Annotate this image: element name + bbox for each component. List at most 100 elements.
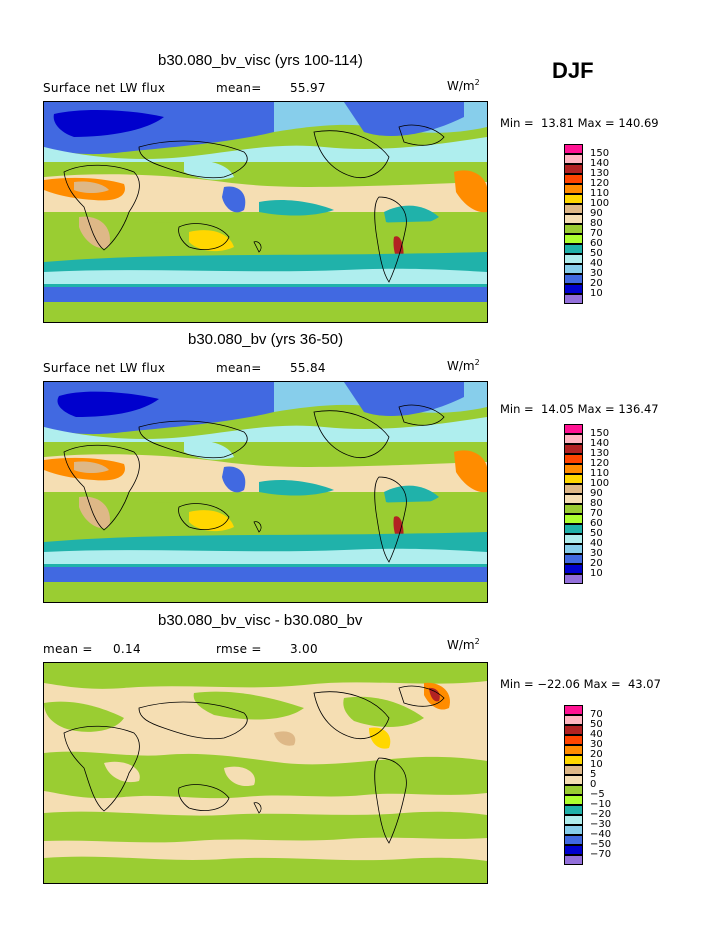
panel-2-min-label: Min = [500,402,534,416]
colorbar-swatch [564,234,583,244]
panel-3-colorbar-label: 70 [590,709,603,720]
colorbar-swatch [564,184,583,194]
panel-2-colorbar-label: 110 [590,468,610,479]
colorbar-swatch [564,785,583,795]
panel-3-max-value: 43.07 [627,677,661,691]
panel-1-min-value: 13.81 [541,116,574,130]
colorbar-swatch [564,835,583,845]
panel-2-units: W/m2 [447,358,480,373]
panel-2-colorbar-label: 60 [590,518,603,529]
colorbar-swatch [564,554,583,564]
colorbar-swatch [564,524,583,534]
panel-2-colorbar-label: 120 [590,458,610,469]
panel-3-mean-value: 0.14 [113,642,141,656]
panel-3-title: b30.080_bv_visc - b30.080_bv [158,612,363,629]
panel-1-max-label: Max = [577,116,615,130]
colorbar-swatch [564,765,583,775]
panel-1-mean-label: mean= [216,81,262,95]
panel-1-colorbar: 150 140 130 120 110 100 90 80 70 60 50 4… [564,144,644,319]
colorbar-swatch [564,434,583,444]
panel-3-max-label: Max = [583,677,621,691]
season-label: DJF [552,58,594,83]
colorbar-swatch [564,444,583,454]
colorbar-swatch [564,464,583,474]
panel-1-colorbar-label: 70 [590,228,603,239]
panel-3-rmse-value: 3.00 [290,642,318,656]
panel-3-colorbar-label: 0 [590,779,597,790]
colorbar-swatch [564,825,583,835]
colorbar-swatch [564,494,583,504]
panel-2-field-label: Surface net LW flux [43,361,166,375]
panel-3-colorbar-label: 10 [590,759,603,770]
colorbar-swatch [564,154,583,164]
panel-3-units: W/m2 [447,637,480,652]
colorbar-swatch [564,254,583,264]
colorbar-swatch [564,805,583,815]
colorbar-swatch [564,534,583,544]
panel-1-title: b30.080_bv_visc (yrs 100-114) [158,52,363,69]
colorbar-swatch [564,845,583,855]
colorbar-swatch [564,274,583,284]
panel-1-colorbar-label: 60 [590,238,603,249]
colorbar-swatch [564,194,583,204]
colorbar-swatch [564,474,583,484]
panel-2-max-label: Max = [577,402,615,416]
panel-1-mean-value: 55.97 [290,81,326,95]
panel-1-colorbar-label: 90 [590,208,603,219]
panel-3-colorbar-label: −20 [590,809,612,820]
colorbar-swatch [564,294,583,304]
colorbar-swatch [564,795,583,805]
panel-3-colorbar: 70 50 40 30 20 10 5 0 −5 −10 −20 −30 −40… [564,705,644,880]
panel-2-colorbar-label: 40 [590,538,603,549]
panel-3-map [43,662,488,884]
panel-2-colorbar-label: 20 [590,558,603,569]
panel-3-colorbar-label: −70 [590,849,612,860]
colorbar-swatch [564,144,583,154]
panel-1-colorbar-label: 140 [590,158,610,169]
panel-3-colorbar-label: −50 [590,839,612,850]
panel-2-colorbar-label: 130 [590,448,610,459]
colorbar-swatch [564,514,583,524]
panel-1-colorbar-label: 50 [590,248,603,259]
panel-2-colorbar-label: 30 [590,548,603,559]
panel-3-rmse-label: rmse = [216,642,262,656]
colorbar-swatch [564,755,583,765]
panel-1-colorbar-label: 30 [590,268,603,279]
panel-2-map [43,381,488,603]
colorbar-swatch [564,504,583,514]
panel-1-colorbar-label: 130 [590,168,610,179]
colorbar-swatch [564,855,583,865]
panel-2-colorbar-label: 150 [590,428,610,439]
panel-3-colorbar-label: 20 [590,749,603,760]
panel-2-colorbar-label: 100 [590,478,610,489]
panel-1-colorbar-label: 100 [590,198,610,209]
panel-2-colorbar-label: 90 [590,488,603,499]
panel-2-max-value: 136.47 [618,402,659,416]
panel-3-minmax: Min = −22.06 Max = 43.07 [500,677,661,691]
panel-3-colorbar-label: 50 [590,719,603,730]
panel-1-field-label: Surface net LW flux [43,81,166,95]
panel-2-colorbar-label: 80 [590,498,603,509]
panel-3-colorbar-label: 30 [590,739,603,750]
panel-1-units: W/m2 [447,78,480,93]
colorbar-swatch [564,715,583,725]
panel-1-colorbar-label: 150 [590,148,610,159]
panel-3-colorbar-label: 40 [590,729,603,740]
panel-3-colorbar-label: −10 [590,799,612,810]
panel-2-colorbar-label: 50 [590,528,603,539]
colorbar-swatch [564,224,583,234]
panel-2-colorbar: 150 140 130 120 110 100 90 80 70 60 50 4… [564,424,644,599]
colorbar-swatch [564,244,583,254]
panel-1-colorbar-label: 80 [590,218,603,229]
colorbar-swatch [564,544,583,554]
panel-3-min-label: Min = [500,677,534,691]
panel-2-title: b30.080_bv (yrs 36-50) [188,331,344,348]
panel-1-colorbar-label: 10 [590,288,603,299]
colorbar-swatch [564,424,583,434]
panel-2-minmax: Min = 14.05 Max = 136.47 [500,402,659,416]
panel-2-mean-value: 55.84 [290,361,326,375]
panel-1-min-label: Min = [500,116,534,130]
panel-3-mean-label: mean = [43,642,93,656]
panel-2-mean-label: mean= [216,361,262,375]
panel-1-colorbar-label: 110 [590,188,610,199]
